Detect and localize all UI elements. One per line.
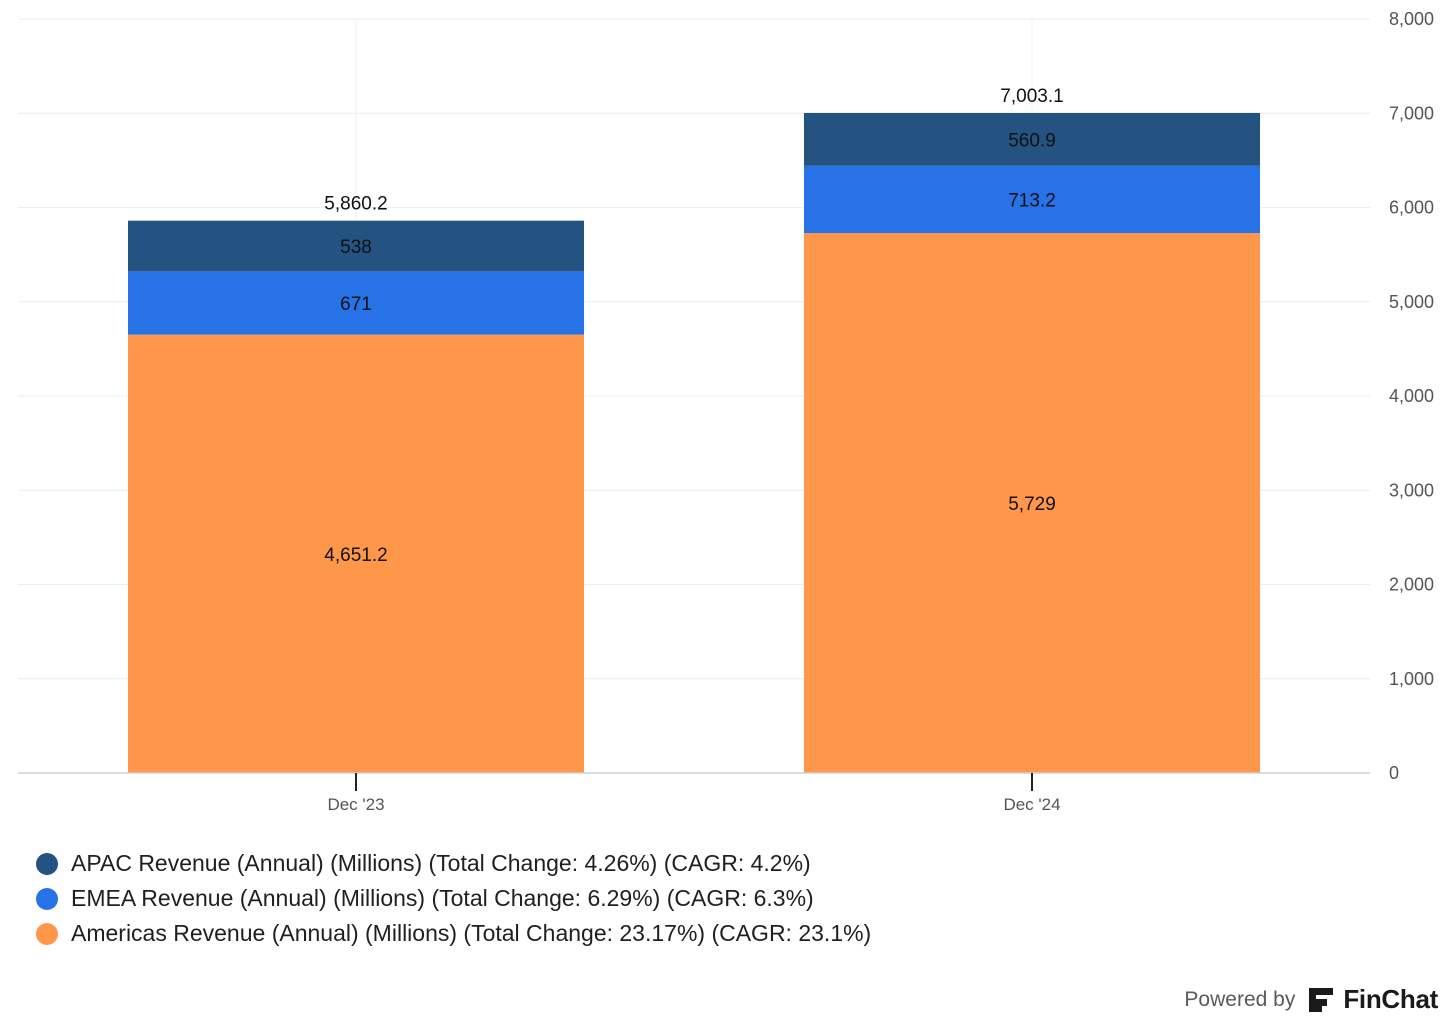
data-labels: 4,651.2 671 538 5,860.2 5,729 713.2 560.9 7,003… xyxy=(324,86,1063,566)
legend-item[interactable]: APAC Revenue (Annual) (Millions) (Total … xyxy=(36,846,871,881)
total-value-label: 7,003.1 xyxy=(1000,86,1063,107)
brand-name: FinChat xyxy=(1343,984,1438,1014)
finchat-logo-icon xyxy=(1309,987,1334,1012)
legend-label: Americas Revenue (Annual) (Millions) (To… xyxy=(71,920,872,946)
y-tick-label: 6,000 xyxy=(1389,198,1434,218)
segment-value-label: 671 xyxy=(340,294,372,315)
legend-label: EMEA Revenue (Annual) (Millions) (Total … xyxy=(71,885,814,911)
powered-by-text: Powered by xyxy=(1184,987,1296,1011)
legend: APAC Revenue (Annual) (Millions) (Total … xyxy=(36,846,871,951)
bar-segment xyxy=(128,220,584,272)
branding: Powered by FinChat xyxy=(1184,984,1438,1015)
bar-segment xyxy=(128,334,584,773)
legend-label: APAC Revenue (Annual) (Millions) (Total … xyxy=(71,850,811,876)
y-tick-label: 0 xyxy=(1389,763,1399,783)
y-tick-label: 5,000 xyxy=(1389,292,1434,312)
legend-dot-icon xyxy=(36,922,58,945)
y-tick-label: 3,000 xyxy=(1389,480,1434,500)
stacked-bar-chart: 0 1,000 2,000 3,000 4,000 5,000 6,000 7,000 8,00… xyxy=(18,9,1434,814)
segment-value-label: 560.9 xyxy=(1008,130,1056,151)
segment-value-label: 5,729 xyxy=(1008,494,1056,515)
x-tick-label: Dec '24 xyxy=(1003,795,1060,814)
y-tick-label: 8,000 xyxy=(1389,9,1434,29)
y-tick-label: 1,000 xyxy=(1389,669,1434,689)
y-tick-label: 4,000 xyxy=(1389,386,1434,406)
segment-value-label: 713.2 xyxy=(1008,190,1056,211)
bars xyxy=(128,112,1260,773)
bar-segment xyxy=(128,271,584,335)
x-tick-label: Dec '23 xyxy=(327,795,384,814)
axes: 0 1,000 2,000 3,000 4,000 5,000 6,000 7,000 8,00… xyxy=(18,9,1434,814)
total-value-label: 5,860.2 xyxy=(324,194,387,215)
y-tick-label: 7,000 xyxy=(1389,103,1434,123)
bar-segment xyxy=(804,165,1260,234)
bar-segment xyxy=(804,112,1260,166)
legend-dot-icon xyxy=(36,852,58,875)
legend-item[interactable]: Americas Revenue (Annual) (Millions) (To… xyxy=(36,916,871,951)
bar-segment xyxy=(804,233,1260,773)
segment-value-label: 538 xyxy=(340,237,372,258)
legend-item[interactable]: EMEA Revenue (Annual) (Millions) (Total … xyxy=(36,881,871,916)
y-tick-label: 2,000 xyxy=(1389,575,1434,595)
segment-value-label: 4,651.2 xyxy=(324,545,387,566)
legend-dot-icon xyxy=(36,887,58,910)
